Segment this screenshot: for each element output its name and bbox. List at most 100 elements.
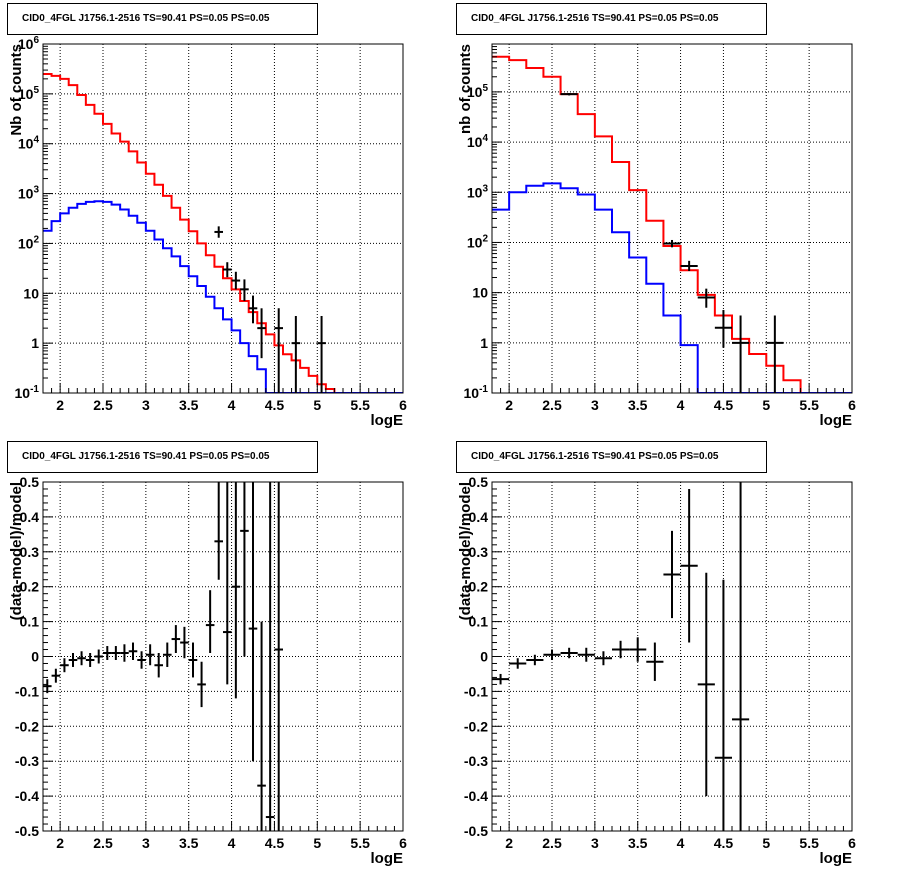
x-tick-label: 5 — [313, 397, 321, 413]
panel-title: CID0_4FGL J1756.1-2516 TS=90.41 PS=0.05 … — [456, 441, 767, 473]
y-tick-label: 0.2 — [469, 579, 489, 595]
data-point — [163, 642, 172, 667]
x-tick-label: 2.5 — [93, 835, 113, 851]
data-point — [697, 572, 715, 797]
data-points — [492, 482, 750, 831]
data-point — [714, 579, 732, 831]
y-tick-label: 0.3 — [20, 544, 40, 560]
x-tick-label: 4 — [228, 397, 236, 413]
data-point — [629, 637, 647, 662]
y-tick-label: 1 — [31, 335, 39, 351]
tick-exponent: 3 — [482, 183, 488, 194]
data-point — [128, 642, 138, 660]
data-point — [223, 482, 232, 685]
data-point — [577, 647, 595, 662]
data-point — [205, 590, 215, 654]
y-tick-label: 10-1 — [464, 384, 489, 401]
data-point — [612, 640, 630, 659]
x-tick-label: 5 — [762, 397, 770, 413]
data-point — [257, 308, 266, 359]
y-tick-label: -0.1 — [464, 683, 488, 699]
data-point — [77, 651, 86, 666]
tick-exponent: 2 — [482, 233, 488, 244]
tick-base: 10 — [464, 385, 480, 401]
y-tick-label: 0.5 — [469, 474, 489, 490]
x-tick-label: 2 — [56, 397, 64, 413]
data-point — [154, 653, 163, 678]
x-tick-label: 3 — [591, 835, 599, 851]
tick-base: 10 — [467, 184, 483, 200]
data-point — [714, 310, 732, 348]
tick-exponent: 4 — [482, 133, 488, 144]
x-tick-label: 5.5 — [799, 397, 819, 413]
data-point — [560, 93, 578, 96]
tick-base: 10 — [467, 84, 483, 100]
x-tick-label: 2 — [505, 835, 513, 851]
data-point — [120, 644, 129, 662]
histogram-series-red — [43, 73, 403, 393]
y-tick-label: 1 — [480, 335, 488, 351]
data-point — [663, 530, 681, 619]
tick-base: 10 — [18, 86, 34, 102]
data-point — [248, 482, 258, 762]
x-tick-label: 2.5 — [542, 835, 562, 851]
tick-base: 10 — [15, 385, 31, 401]
axis-ticks — [491, 43, 853, 394]
data-point — [766, 315, 784, 393]
tick-base: 10 — [18, 235, 34, 251]
x-tick-label: 5.5 — [350, 835, 370, 851]
histogram-series-blue — [43, 200, 403, 393]
y-tick-label: 103 — [467, 183, 489, 200]
data-point — [240, 279, 249, 302]
data-point — [594, 651, 612, 666]
data-point — [248, 295, 258, 324]
y-tick-label: 0.2 — [20, 579, 40, 595]
data-point — [60, 658, 69, 673]
tick-exponent: 5 — [33, 85, 39, 96]
axis-ticks — [491, 481, 853, 832]
data-point — [697, 288, 715, 308]
x-tick-label: 4.5 — [265, 397, 285, 413]
plot-svg: 2 2.5 3 3.5 4 4.5 5 5.5 610-1110102103104105logE… — [457, 43, 856, 429]
x-axis-label: logE — [820, 412, 853, 429]
y-tick-label: 106 — [18, 35, 40, 52]
tick-exponent: -1 — [479, 384, 488, 395]
x-tick-label: 2 — [56, 835, 64, 851]
y-tick-label: 104 — [18, 135, 40, 152]
y-tick-label: -0.5 — [15, 823, 39, 839]
panel-title: CID0_4FGL J1756.1-2516 TS=90.41 PS=0.05 … — [456, 3, 767, 35]
data-point — [240, 482, 249, 657]
y-tick-label: -0.2 — [15, 718, 39, 734]
y-tick-label: 0.4 — [20, 509, 40, 525]
y-tick-label: 10 — [23, 285, 39, 301]
x-tick-label: 4.5 — [714, 397, 734, 413]
data-point — [111, 646, 121, 660]
y-tick-label: -0.4 — [464, 788, 488, 804]
y-tick-label: 105 — [18, 85, 40, 102]
data-point — [94, 649, 103, 664]
x-tick-label: 4.5 — [265, 835, 285, 851]
y-tick-label: -0.4 — [15, 788, 39, 804]
y-tick-label: 0.4 — [469, 509, 489, 525]
x-axis-label: logE — [820, 850, 853, 867]
grid — [43, 482, 403, 831]
data-point — [317, 316, 326, 393]
data-point — [214, 482, 223, 580]
y-tick-label: -0.3 — [15, 753, 39, 769]
y-tick-label: 0.1 — [469, 614, 489, 630]
y-tick-label: 104 — [467, 133, 489, 150]
x-tick-label: 6 — [399, 835, 407, 851]
data-point — [492, 673, 510, 685]
y-tick-label: -0.5 — [464, 823, 488, 839]
x-tick-label: 5 — [762, 835, 770, 851]
y-tick-label: 105 — [467, 83, 489, 100]
plot-svg: 2 2.5 3 3.5 4 4.5 5 5.5 6 -0.5 -0.4 -0.3 -0.2 -0.1 0 0.… — [8, 474, 407, 867]
histogram-series-blue — [492, 182, 852, 393]
grid — [492, 44, 852, 393]
x-axis-label: logE — [371, 850, 404, 867]
data-point — [732, 315, 750, 393]
data-point — [291, 316, 301, 393]
data-point — [171, 625, 181, 654]
grid — [43, 44, 403, 393]
